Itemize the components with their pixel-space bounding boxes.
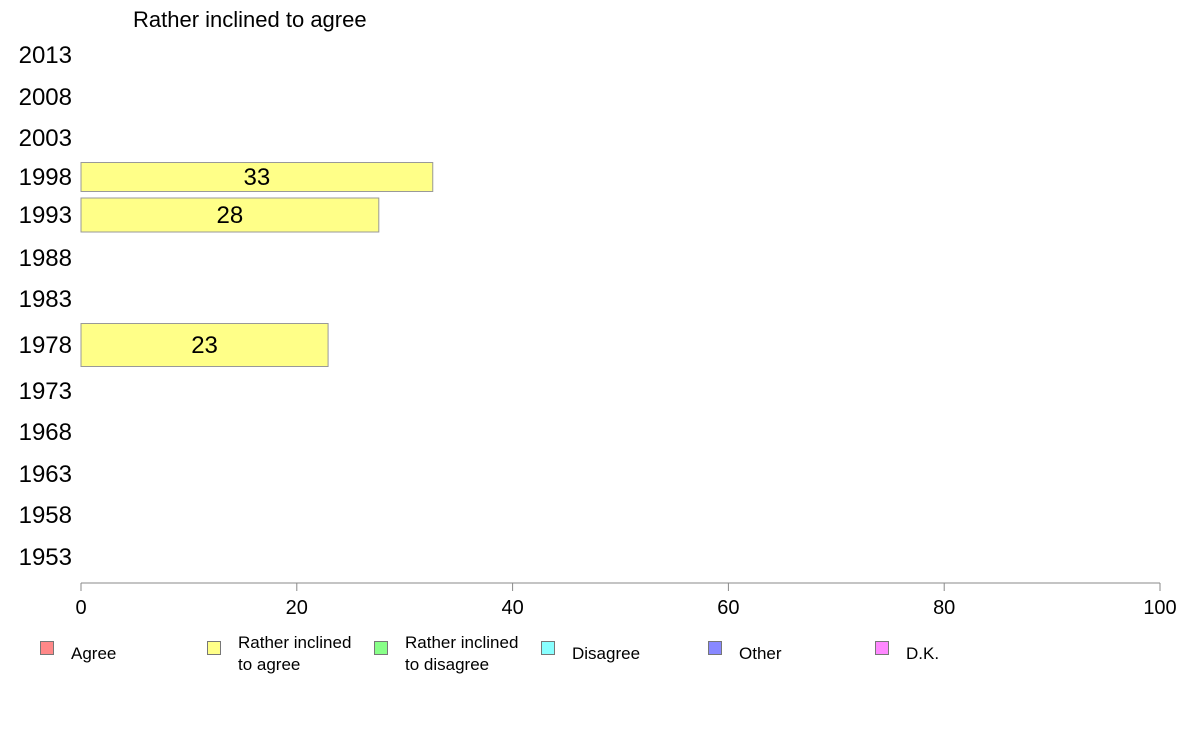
data-label-1998: 33 (244, 164, 271, 191)
legend-item-3: Disagree (541, 630, 702, 665)
data-label-1993: 28 (217, 202, 244, 229)
legend-swatch (40, 641, 54, 655)
year-label-1963: 1963 (19, 461, 72, 488)
year-label-2003: 2003 (19, 125, 72, 152)
x-tick-label-100: 100 (1143, 597, 1176, 619)
year-label-1978: 1978 (19, 332, 72, 359)
year-label-1993: 1993 (19, 202, 72, 229)
bar-1998 (80, 162, 434, 192)
data-label-1978: 23 (191, 332, 218, 359)
x-tick-label-0: 0 (75, 597, 86, 619)
x-tick-label-60: 60 (717, 597, 739, 619)
legend-swatch (207, 641, 221, 655)
year-label-2008: 2008 (19, 84, 72, 111)
year-label-1968: 1968 (19, 419, 72, 446)
legend-item-1: Rather inclined to agree (207, 630, 368, 676)
legend: Agree Rather inclined to agree Rather incl… (0, 630, 1188, 690)
year-axis: 2013 2008 2003 1998 1993 1988 1983 1978 1973 1968… (19, 42, 72, 571)
legend-swatch (708, 641, 722, 655)
bar-chart: Rather inclined to agree 2013 2008 2003 199… (19, 7, 1177, 619)
legend-label: Agree (71, 644, 117, 663)
x-axis: 0 20 40 60 80 100 (75, 583, 1177, 619)
year-label-1983: 1983 (19, 286, 72, 313)
legend-item-0: Agree (40, 630, 201, 665)
legend-label: D.K. (906, 644, 940, 663)
year-label-1953: 1953 (19, 544, 72, 571)
x-tick-label-20: 20 (286, 597, 308, 619)
bar-1978 (80, 323, 329, 367)
year-label-2013: 2013 (19, 42, 72, 69)
year-label-1988: 1988 (19, 245, 72, 272)
legend-swatch (374, 641, 388, 655)
legend-swatch (875, 641, 889, 655)
legend-label: Other (739, 644, 782, 663)
legend-label: Disagree (572, 644, 641, 663)
legend-item-2: Rather inclined to disagree (374, 630, 535, 676)
legend-label: Rather inclined to disagree (405, 633, 519, 674)
x-tick-label-40: 40 (501, 597, 523, 619)
legend-label: Rather inclined to agree (238, 633, 352, 674)
year-label-1973: 1973 (19, 378, 72, 405)
year-label-1998: 1998 (19, 164, 72, 191)
legend-swatch (541, 641, 555, 655)
bar-1993 (80, 197, 380, 233)
year-label-1958: 1958 (19, 502, 72, 529)
legend-item-5: D.K. (875, 630, 1036, 665)
legend-item-4: Other (708, 630, 869, 665)
chart-title: Rather inclined to agree (133, 7, 367, 32)
x-tick-label-80: 80 (933, 597, 955, 619)
